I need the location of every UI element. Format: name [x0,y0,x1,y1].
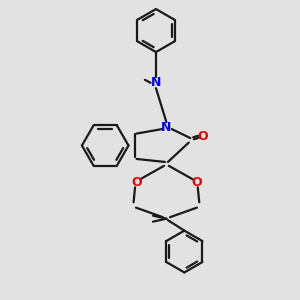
Text: O: O [191,176,202,189]
Text: O: O [131,176,142,189]
Text: O: O [197,130,208,143]
Text: N: N [151,76,161,89]
Text: N: N [161,121,172,134]
